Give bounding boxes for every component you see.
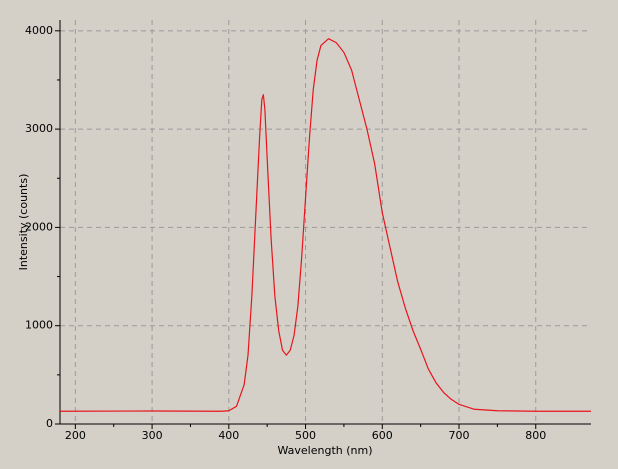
y-tick-label: 1000 [25, 319, 53, 332]
x-tick-label: 400 [218, 429, 239, 442]
x-tick-label: 500 [295, 429, 316, 442]
y-tick-label: 0 [46, 417, 53, 430]
y-tick-label: 4000 [25, 24, 53, 37]
x-tick-label: 300 [142, 429, 163, 442]
x-tick-label: 700 [449, 429, 470, 442]
x-axis-label: Wavelength (nm) [277, 444, 372, 457]
y-axis-label: Intensity (counts) [17, 174, 30, 271]
x-tick-label: 600 [372, 429, 393, 442]
y-tick-label: 3000 [25, 122, 53, 135]
x-tick-label: 800 [525, 429, 546, 442]
y-tick-label: 2000 [25, 220, 53, 233]
x-tick-label: 200 [65, 429, 86, 442]
spectrum-line [59, 38, 591, 412]
